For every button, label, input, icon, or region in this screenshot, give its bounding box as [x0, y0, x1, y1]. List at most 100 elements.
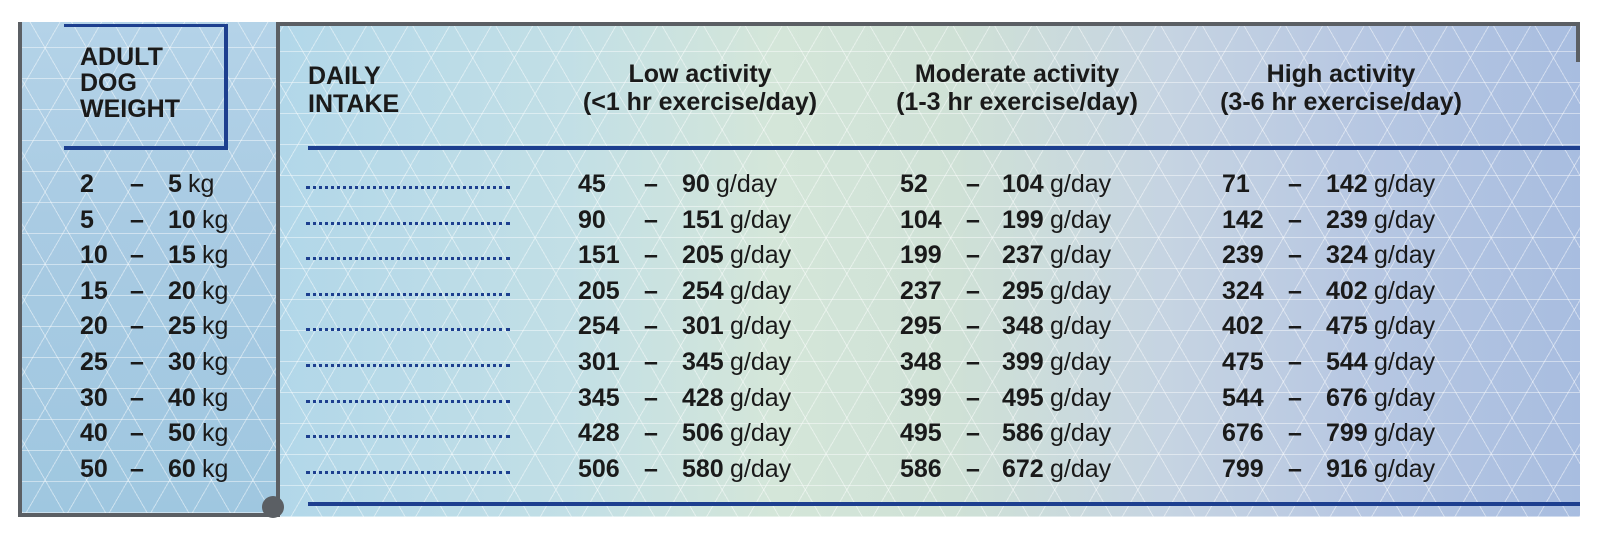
weight-max: 20 — [168, 276, 196, 305]
high-unit: g/day — [1374, 312, 1436, 341]
moderate-unit: g/day — [1050, 454, 1112, 483]
range-separator: – — [966, 383, 980, 412]
moderate-unit: g/day — [1050, 419, 1112, 448]
range-separator: – — [644, 383, 658, 412]
dotted-leader — [306, 186, 510, 189]
high-activity-title: High activity — [1266, 60, 1416, 88]
range-separator: – — [966, 205, 980, 234]
moderate-max: 586 — [1002, 419, 1044, 448]
weight-header-box — [64, 24, 228, 150]
moderate-min: 52 — [900, 170, 928, 198]
range-separator: – — [644, 419, 658, 448]
low-unit: g/day — [730, 312, 792, 341]
range-separator: – — [1288, 241, 1302, 270]
range-separator: – — [644, 276, 658, 305]
low-activity-subtitle: (<1 hr exercise/day) — [582, 88, 818, 116]
frame-cap — [1576, 22, 1580, 62]
moderate-min: 104 — [900, 205, 942, 234]
dotted-leader — [306, 257, 510, 261]
moderate-unit: g/day — [1050, 383, 1112, 412]
dotted-leader — [306, 435, 510, 439]
frame-bottom — [18, 513, 274, 517]
low-max: 205 — [682, 241, 724, 270]
weight-min: 10 — [80, 241, 108, 270]
moderate-min: 295 — [900, 312, 942, 341]
high-min: 402 — [1222, 312, 1264, 341]
low-unit: g/day — [730, 454, 792, 483]
low-max: 428 — [682, 383, 724, 412]
high-min: 324 — [1222, 276, 1264, 305]
weight-min: 20 — [80, 312, 108, 341]
range-separator: – — [1288, 170, 1302, 198]
moderate-activity-title: Moderate activity — [914, 60, 1120, 88]
weight-unit: kg — [202, 383, 229, 412]
range-separator: – — [130, 419, 144, 448]
high-max: 799 — [1326, 419, 1368, 448]
range-separator: – — [130, 241, 144, 270]
frame-corner-dot — [262, 496, 284, 518]
high-unit: g/day — [1374, 348, 1436, 376]
moderate-unit: g/day — [1050, 348, 1112, 376]
high-unit: g/day — [1374, 170, 1436, 198]
dotted-leader — [306, 364, 510, 367]
high-min: 544 — [1222, 383, 1264, 412]
high-unit: g/day — [1374, 205, 1436, 234]
moderate-unit: g/day — [1050, 276, 1112, 305]
high-unit: g/day — [1374, 454, 1436, 483]
intake-header-line: DAILY — [308, 62, 381, 90]
low-max: 506 — [682, 419, 724, 448]
moderate-min: 399 — [900, 383, 942, 412]
weight-min: 5 — [80, 205, 94, 234]
range-separator: – — [1288, 383, 1302, 412]
range-separator: – — [644, 205, 658, 234]
moderate-max: 295 — [1002, 276, 1044, 305]
range-separator: – — [130, 205, 144, 234]
low-min: 151 — [578, 241, 620, 270]
low-min: 254 — [578, 312, 620, 341]
low-unit: g/day — [730, 383, 792, 412]
weight-max: 60 — [168, 454, 196, 483]
range-separator: – — [966, 312, 980, 341]
high-max: 475 — [1326, 312, 1368, 341]
high-min: 475 — [1222, 348, 1264, 376]
moderate-unit: g/day — [1050, 241, 1112, 270]
dotted-leader — [306, 328, 510, 332]
moderate-min: 237 — [900, 276, 942, 305]
low-unit: g/day — [730, 241, 792, 270]
intake-header-line: INTAKE — [308, 90, 400, 118]
low-max: 254 — [682, 276, 724, 305]
moderate-unit: g/day — [1050, 312, 1112, 341]
low-max: 580 — [682, 454, 724, 483]
high-max: 544 — [1326, 348, 1368, 376]
moderate-unit: g/day — [1050, 170, 1112, 198]
range-separator: – — [966, 276, 980, 305]
low-min: 506 — [578, 454, 620, 483]
low-unit: g/day — [716, 170, 778, 198]
weight-min: 40 — [80, 419, 108, 448]
range-separator: – — [1288, 276, 1302, 305]
moderate-activity-subtitle: (1-3 hr exercise/day) — [896, 88, 1138, 116]
high-activity-subtitle: (3-6 hr exercise/day) — [1220, 88, 1462, 116]
range-separator: – — [130, 348, 144, 376]
weight-unit: kg — [202, 312, 229, 341]
high-activity-header: High activity (3-6 hr exercise/day) — [1196, 60, 1486, 116]
moderate-max: 199 — [1002, 205, 1044, 234]
range-separator: – — [130, 276, 144, 305]
moderate-max: 348 — [1002, 312, 1044, 341]
range-separator: – — [644, 454, 658, 483]
weight-max: 5 — [168, 170, 182, 198]
low-max: 345 — [682, 348, 724, 376]
dotted-leader — [306, 399, 510, 403]
moderate-min: 586 — [900, 454, 942, 483]
weight-max: 40 — [168, 383, 196, 412]
low-max: 151 — [682, 205, 724, 234]
high-min: 239 — [1222, 241, 1264, 270]
high-unit: g/day — [1374, 241, 1436, 270]
range-separator: – — [966, 419, 980, 448]
weight-max: 30 — [168, 348, 196, 376]
low-activity-title: Low activity — [628, 60, 772, 88]
high-max: 142 — [1326, 170, 1368, 198]
high-max: 676 — [1326, 383, 1368, 412]
weight-header-line: ADULT — [80, 43, 163, 71]
range-separator: – — [966, 454, 980, 483]
